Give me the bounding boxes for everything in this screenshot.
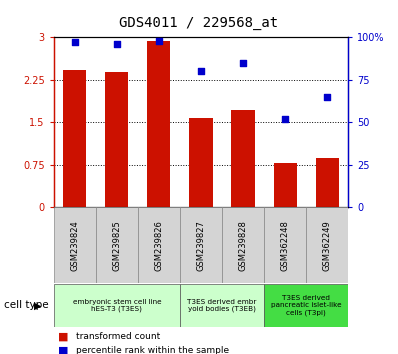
Point <box>240 60 246 65</box>
Bar <box>232 110 255 207</box>
Text: T3ES derived
pancreatic islet-like
cells (T3pi): T3ES derived pancreatic islet-like cells… <box>271 295 341 315</box>
Bar <box>63 70 86 207</box>
Text: embryonic stem cell line
hES-T3 (T3ES): embryonic stem cell line hES-T3 (T3ES) <box>72 298 161 312</box>
Text: GSM239825: GSM239825 <box>112 220 121 270</box>
Bar <box>189 118 213 207</box>
Bar <box>105 72 129 207</box>
FancyBboxPatch shape <box>54 284 180 327</box>
FancyBboxPatch shape <box>180 284 264 327</box>
Text: GSM239828: GSM239828 <box>238 220 248 270</box>
FancyBboxPatch shape <box>96 207 138 283</box>
Bar <box>273 163 297 207</box>
Text: ▶: ▶ <box>34 300 41 310</box>
Text: GSM362249: GSM362249 <box>323 220 332 270</box>
Text: cell type: cell type <box>4 300 49 310</box>
FancyBboxPatch shape <box>306 207 348 283</box>
Bar <box>316 158 339 207</box>
Text: GDS4011 / 229568_at: GDS4011 / 229568_at <box>119 16 279 30</box>
Point <box>114 41 120 47</box>
FancyBboxPatch shape <box>54 207 96 283</box>
Bar <box>147 41 170 207</box>
FancyBboxPatch shape <box>222 207 264 283</box>
Text: GSM239827: GSM239827 <box>197 220 205 270</box>
Text: GSM362248: GSM362248 <box>281 220 290 270</box>
Text: ■: ■ <box>58 331 68 341</box>
Text: GSM239824: GSM239824 <box>70 220 79 270</box>
Point <box>324 94 330 99</box>
FancyBboxPatch shape <box>180 207 222 283</box>
FancyBboxPatch shape <box>138 207 180 283</box>
Text: percentile rank within the sample: percentile rank within the sample <box>76 346 229 354</box>
FancyBboxPatch shape <box>264 207 306 283</box>
Point <box>198 68 204 74</box>
Point <box>156 38 162 44</box>
Text: GSM239826: GSM239826 <box>154 220 164 270</box>
Text: transformed count: transformed count <box>76 332 160 341</box>
Text: ■: ■ <box>58 346 68 354</box>
Text: T3ES derived embr
yoid bodies (T3EB): T3ES derived embr yoid bodies (T3EB) <box>187 298 257 312</box>
Point <box>282 116 288 121</box>
Point <box>72 39 78 45</box>
FancyBboxPatch shape <box>264 284 348 327</box>
